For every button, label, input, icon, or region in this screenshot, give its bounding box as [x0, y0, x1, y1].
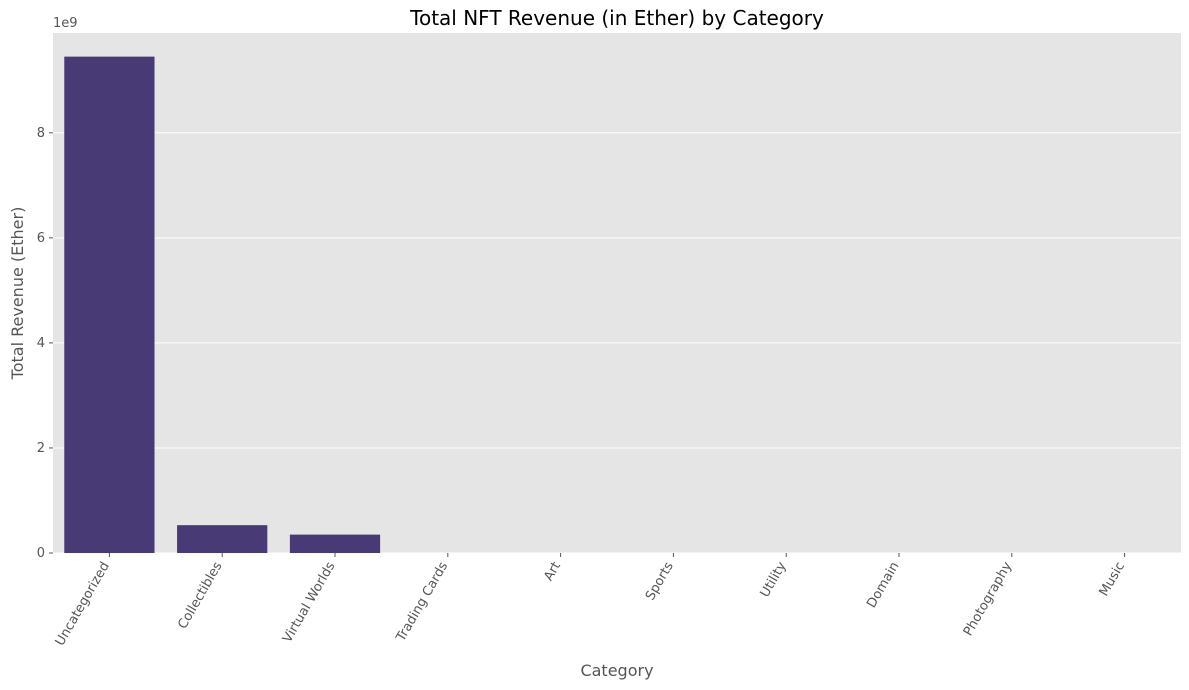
plot-area	[53, 33, 1181, 553]
y-axis-ticks: 0 2 4 6 8	[37, 126, 53, 561]
y-axis-label: Total Revenue (Ether)	[8, 207, 27, 381]
chart-title: Total NFT Revenue (in Ether) by Category	[409, 6, 824, 30]
bar-virtual-worlds	[289, 534, 381, 553]
bar-uncategorized	[64, 56, 155, 554]
y-tick-label: 4	[37, 336, 45, 351]
x-axis-label: Category	[580, 661, 653, 680]
bar-collectibles	[177, 525, 268, 553]
y-tick-label: 8	[37, 126, 45, 141]
bars	[64, 56, 381, 554]
y-tick-label: 0	[37, 546, 45, 561]
y-axis-offset-label: 1e9	[53, 16, 78, 31]
y-tick-label: 6	[37, 231, 45, 246]
y-tick-label: 2	[37, 441, 45, 456]
